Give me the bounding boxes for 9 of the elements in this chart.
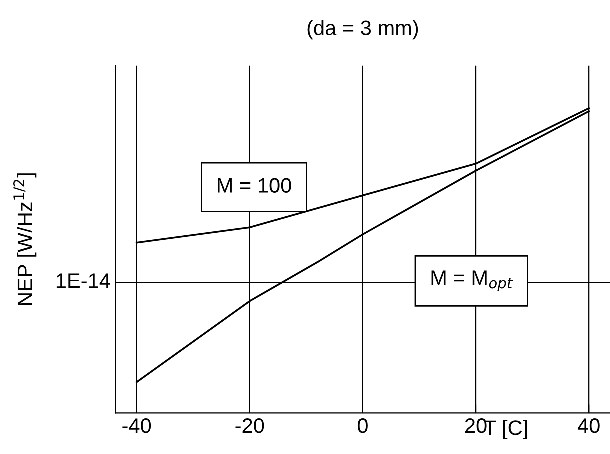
series-label: M = 100 [218,178,292,193]
x-tick-label: 40 [578,418,600,434]
chart-title: (da = 3 mm) [308,20,418,40]
x-tick-label: -20 [236,418,264,434]
text: M = M$_{opt}$ [432,270,514,292]
ref-line-label: 1E-14 [56,274,110,288]
y-axis-title: NEP [W/Hz$^{1/2}$] [14,174,37,306]
x-tick-label: -40 [122,418,152,434]
x-tick-label: 0 [358,418,368,434]
